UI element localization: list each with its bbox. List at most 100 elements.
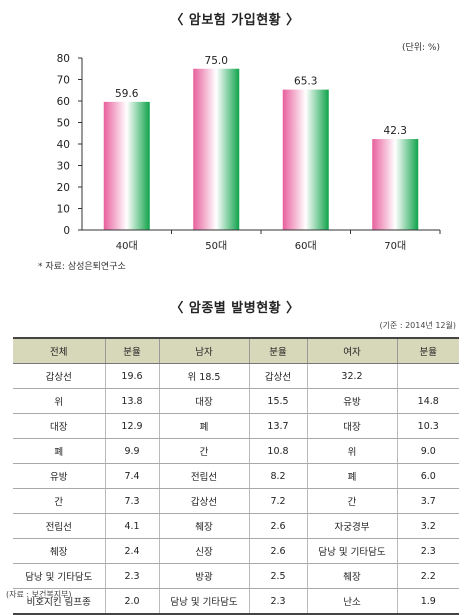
table-header-cell: 남자	[158, 337, 250, 364]
table-cell: 난소	[306, 588, 398, 615]
table-cell: 전립선	[13, 513, 106, 539]
table-cell: 췌장	[306, 563, 398, 589]
bar-value-label: 59.6	[115, 88, 139, 100]
y-tick-label: 40	[57, 139, 70, 151]
table-row: 간 7.3 갑상선 7.2 간 3.7	[13, 488, 459, 514]
table-cell: 대장	[13, 413, 106, 439]
table-cell: 담낭 및 기타담도	[158, 588, 250, 615]
table-header-row: 전체 분율 남자 분율 여자 분율	[13, 337, 459, 364]
table-cell: 자궁경부	[306, 513, 398, 539]
table-cell: 4.1	[104, 513, 160, 539]
table-cell: 담낭 및 기타담도	[306, 538, 398, 564]
table-cell: 췌장	[13, 538, 106, 564]
table-cell: 6.0	[396, 463, 459, 489]
table-cell: 췌장	[158, 513, 250, 539]
y-tick-label: 10	[57, 204, 70, 216]
table-cell: 2.0	[104, 588, 160, 615]
table-cell: 갑상선	[248, 363, 308, 389]
table-row: 비호지킨 림프종 2.0 담낭 및 기타담도 2.3 난소 1.9	[13, 588, 459, 615]
x-tick-label: 40대	[116, 240, 138, 252]
bar-chart: 0 10 20 30 40 50 60 70 80 59.6 75.0 65.3 42.3 40대 50…	[57, 53, 441, 252]
table-cell: 전립선	[158, 463, 250, 489]
table-cell: 9.0	[396, 438, 459, 464]
table-cell: 32.2	[306, 363, 398, 389]
table-cell: 13.8	[104, 388, 160, 414]
table-cell: 대장	[158, 388, 250, 414]
y-tick-label: 80	[57, 53, 70, 65]
table-cell: 15.5	[248, 388, 308, 414]
bar-value-label: 65.3	[294, 76, 317, 88]
cancer-incidence-table: 전체 분율 남자 분율 여자 분율 갑상선 19.6 위 18.5 갑상선 32.2 위 13.8 대장…	[13, 337, 459, 615]
table-title: 〈 암종별 발병현황 〉	[170, 301, 300, 316]
table-header-cell: 전체	[13, 337, 106, 364]
table-cell: 대장	[306, 413, 398, 439]
table-cell: 2.4	[104, 538, 160, 564]
table-cell: 3.2	[396, 513, 459, 539]
table-cell: 10.3	[396, 413, 459, 439]
chart-title: 〈 암보험 가입현황 〉	[170, 13, 300, 28]
x-tick-label: 70대	[384, 240, 406, 252]
bar-value-label: 75.0	[205, 55, 228, 67]
table-cell: 10.8	[248, 438, 308, 464]
unit-note: (단위: %)	[401, 43, 440, 53]
table-cell: 간	[306, 488, 398, 514]
table-row: 갑상선 19.6 위 18.5 갑상선 32.2	[13, 363, 459, 389]
table-cell: 2.3	[104, 563, 160, 589]
y-tick-label: 50	[57, 118, 70, 130]
table-cell: 7.3	[104, 488, 160, 514]
table-cell	[396, 363, 459, 389]
table-cell: 방광	[158, 563, 250, 589]
table-cell: 2.3	[396, 538, 459, 564]
table-header-cell: 분율	[248, 337, 308, 364]
table-row: 유방 7.4 전립선 8.2 폐 6.0	[13, 463, 459, 489]
table-source: (자료 : 보건복지부)	[6, 590, 72, 599]
table-cell: 갑상선	[158, 488, 250, 514]
y-tick-label: 60	[57, 96, 70, 108]
table-cell: 9.9	[104, 438, 160, 464]
table-cell: 폐	[13, 438, 106, 464]
table-row: 전립선 4.1 췌장 2.6 자궁경부 3.2	[13, 513, 459, 539]
y-tick-label: 30	[57, 161, 70, 173]
table-cell: 담낭 및 기타담도	[13, 563, 106, 589]
table-cell: 2.6	[248, 513, 308, 539]
table-cell: 8.2	[248, 463, 308, 489]
table-cell: 7.2	[248, 488, 308, 514]
table-cell: 2.5	[248, 563, 308, 589]
table-cell: 유방	[13, 463, 106, 489]
base-date-note: (기준 : 2014년 12월)	[379, 321, 456, 330]
table-cell: 위 18.5	[158, 363, 250, 389]
y-tick-label: 70	[57, 75, 70, 87]
x-tick-label: 60대	[295, 240, 317, 252]
chart-source: * 자료: 삼성은퇴연구소	[38, 262, 126, 272]
table-cell: 12.9	[104, 413, 160, 439]
table-row: 췌장 2.4 신장 2.6 담낭 및 기타담도 2.3	[13, 538, 459, 564]
table-row: 폐 9.9 간 10.8 위 9.0	[13, 438, 459, 464]
table-cell: 간	[158, 438, 250, 464]
bar-value-label: 42.3	[384, 125, 407, 137]
table-cell: 폐	[306, 463, 398, 489]
bar	[372, 139, 419, 230]
table-cell: 위	[306, 438, 398, 464]
table-cell: 유방	[306, 388, 398, 414]
table-cell: 1.9	[396, 588, 459, 615]
table-cell: 3.7	[396, 488, 459, 514]
bar	[193, 68, 240, 230]
table-header-cell: 분율	[104, 337, 160, 364]
table-cell: 폐	[158, 413, 250, 439]
bar	[103, 101, 150, 230]
bar	[282, 89, 329, 230]
x-tick-label: 50대	[205, 240, 227, 252]
y-tick-label: 0	[63, 225, 70, 237]
table-row: 담낭 및 기타담도 2.3 방광 2.5 췌장 2.2	[13, 563, 459, 589]
table-cell: 2.6	[248, 538, 308, 564]
table-cell: 2.3	[248, 588, 308, 615]
table-cell: 2.2	[396, 563, 459, 589]
table-cell: 간	[13, 488, 106, 514]
table-cell: 13.7	[248, 413, 308, 439]
table-cell: 갑상선	[13, 363, 106, 389]
table-header-cell: 여자	[306, 337, 398, 364]
table-cell: 신장	[158, 538, 250, 564]
table-cell: 위	[13, 388, 106, 414]
table-cell: 7.4	[104, 463, 160, 489]
y-tick-label: 20	[57, 182, 70, 194]
